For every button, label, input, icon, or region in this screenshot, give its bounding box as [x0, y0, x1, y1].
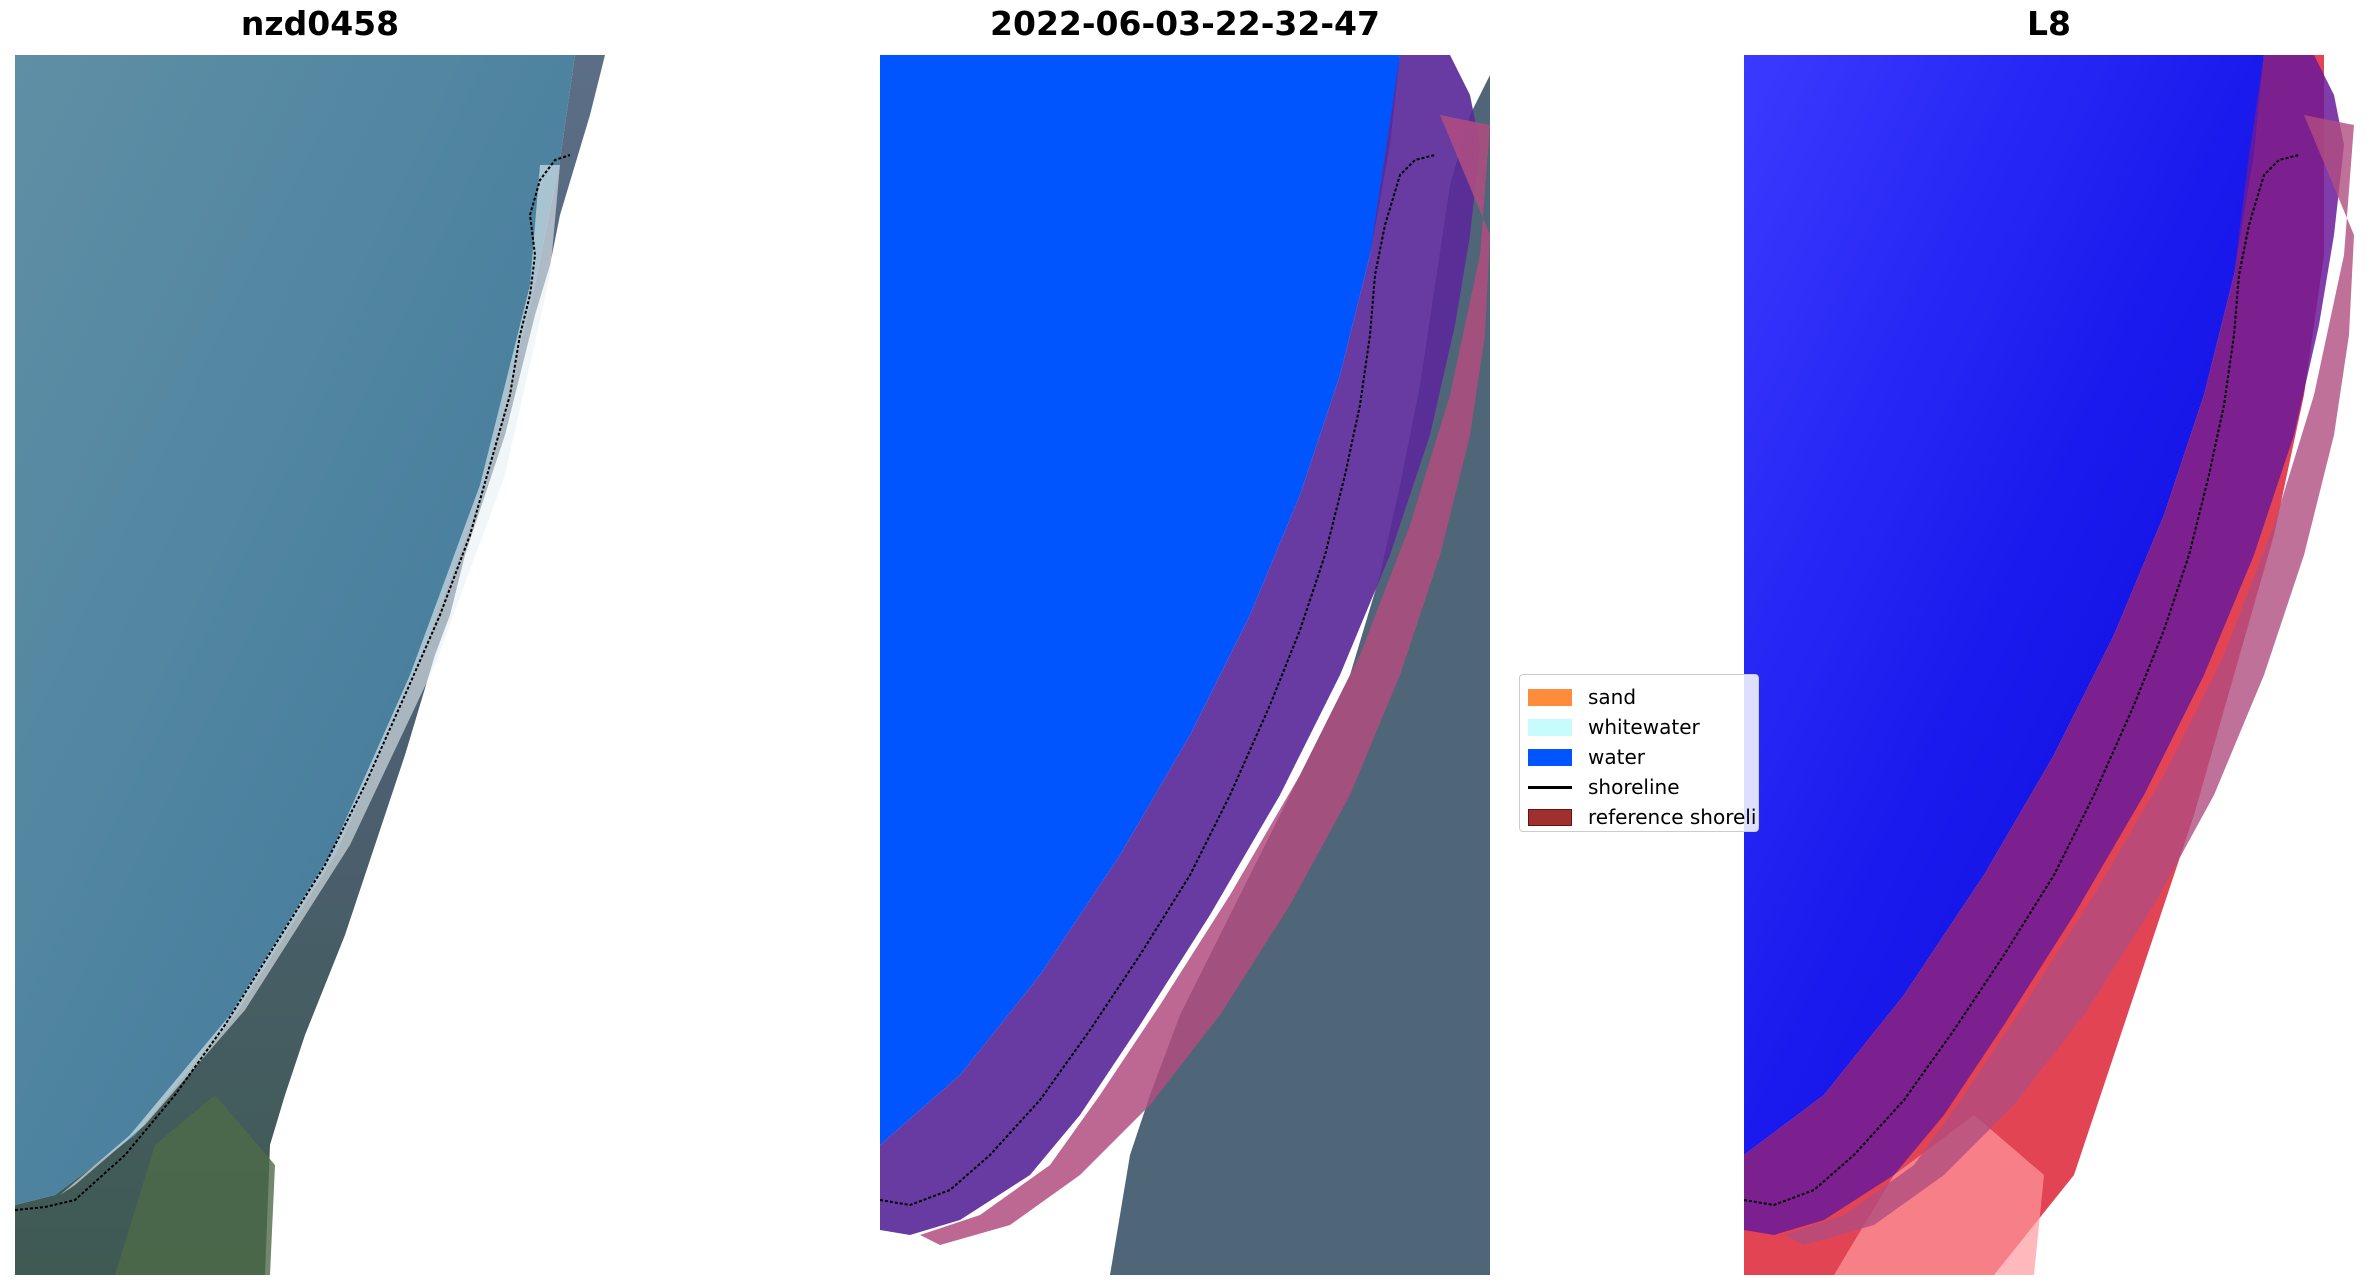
legend-item-sand: sand	[1528, 685, 1636, 709]
legend-label: sand	[1588, 685, 1637, 709]
legend-label: reference shoreline buffer	[1588, 805, 1758, 829]
shoreline-line	[880, 154, 1436, 1207]
legend-item-reference-shoreline: reference shoreline buffer	[1528, 805, 1758, 829]
legend-item-water: water	[1528, 745, 1645, 769]
forest-area	[115, 1095, 275, 1275]
shoreline-line-icon	[1528, 785, 1572, 789]
water-index-image	[1744, 55, 2354, 1275]
buffer-land-side	[1784, 115, 2354, 1245]
buffer-land-side	[920, 115, 1490, 1245]
reference-shoreline-buffer	[880, 55, 1480, 1235]
legend-item-whitewater: whitewater	[1528, 715, 1700, 739]
sea-area	[15, 55, 575, 1205]
legend-label: whitewater	[1588, 715, 1700, 739]
legend-item-shoreline: shoreline	[1528, 775, 1680, 799]
shoreline-line	[15, 154, 571, 1211]
panel-title-classified: 2022-06-03-22-32-47	[990, 4, 1380, 43]
reference-shoreline-buffer	[1744, 55, 2344, 1235]
shoreline-line	[1744, 154, 2300, 1207]
whitewater-swatch-icon	[1528, 718, 1572, 736]
classified-image	[880, 55, 1490, 1275]
legend-label: water	[1588, 745, 1645, 769]
index-land-pale	[1834, 1115, 2044, 1275]
water-swatch-icon	[1528, 748, 1572, 766]
sand-swatch-icon	[1528, 688, 1572, 706]
index-water	[1744, 55, 2264, 1155]
legend: sand whitewater water shoreline referenc…	[1519, 674, 1759, 832]
water-class	[880, 55, 1400, 1145]
reference-shoreline-swatch-icon	[1528, 808, 1572, 826]
rgb-satellite-image	[15, 55, 625, 1275]
panel-title-rgb: nzd0458	[240, 4, 400, 43]
legend-label: shoreline	[1588, 775, 1680, 799]
panel-title-index: L8	[2027, 4, 2071, 43]
